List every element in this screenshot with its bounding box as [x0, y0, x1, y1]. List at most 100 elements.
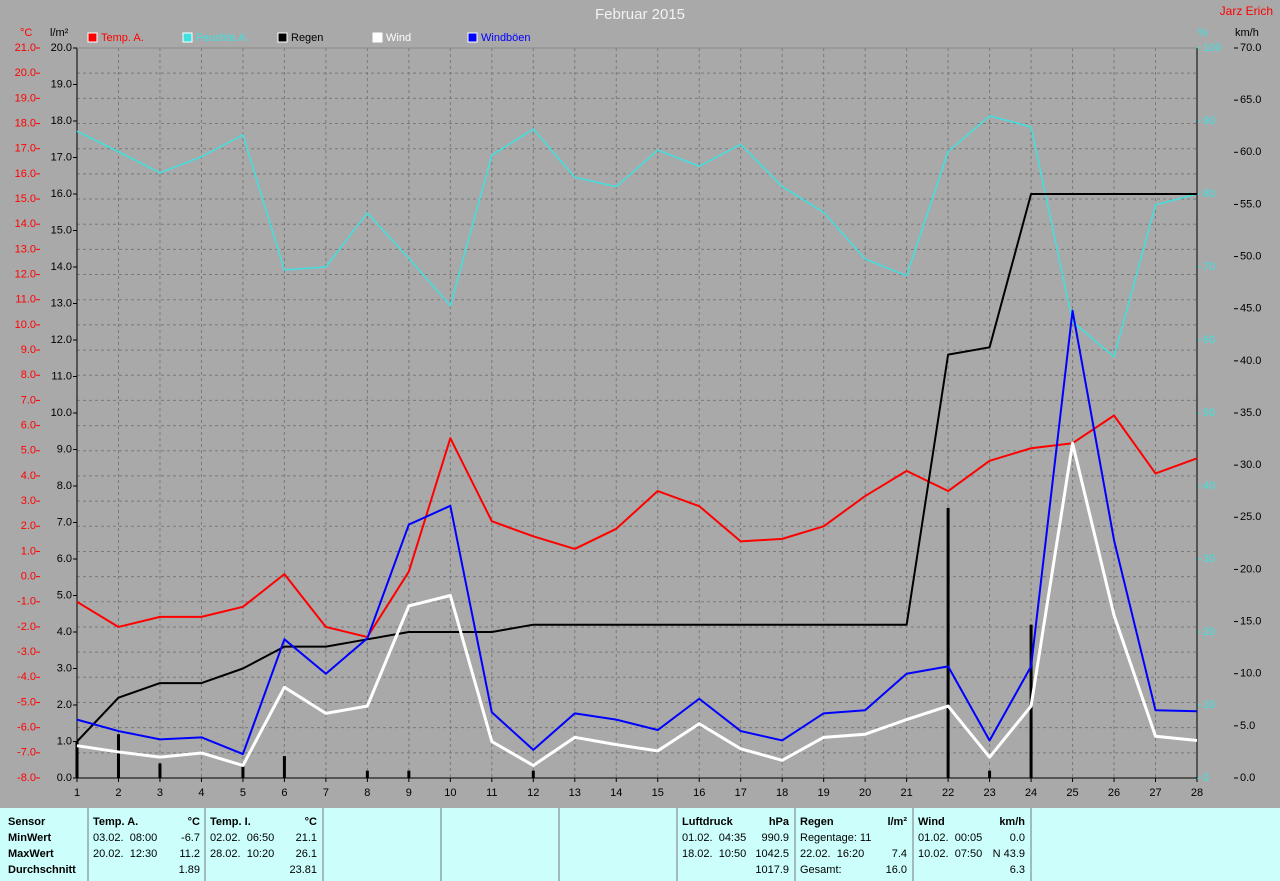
y-tick-label: 1.0 — [21, 545, 36, 557]
rain-bar — [946, 507, 950, 778]
cell-left: 20.02. 12:30 — [93, 848, 157, 860]
y-tick-label: 12.0 — [15, 268, 36, 280]
y-tick-label: 2.0 — [21, 520, 36, 532]
cell-right: 1.89 — [179, 864, 200, 876]
series-line — [76, 441, 1198, 767]
y-tick-label: 50 — [1203, 407, 1215, 419]
y-tick-label: 20.0 — [1240, 563, 1261, 575]
cell-left: 10.02. 07:50 — [918, 848, 982, 860]
y-tick-label: 19.0 — [15, 92, 36, 104]
rain-bar — [531, 770, 535, 778]
cell-left: 01.02. 04:35 — [682, 832, 746, 844]
legend-swatch — [277, 32, 288, 43]
y-tick-label: 13.0 — [51, 297, 72, 309]
y-tick-label: 5.0 — [21, 445, 36, 457]
cell-right: 7.4 — [892, 848, 907, 860]
x-tick-label: 9 — [406, 787, 412, 799]
cell-left: 01.02. 00:05 — [918, 832, 982, 844]
cell-right: 1042.5 — [755, 848, 789, 860]
y-tick-label: 21.0 — [15, 42, 36, 54]
y-tick-label: 0.0 — [57, 772, 72, 784]
y-tick-label: 10.0 — [15, 319, 36, 331]
y-tick-label: -5.0 — [17, 696, 36, 708]
x-tick-label: 2 — [115, 787, 121, 799]
column-unit: km/h — [999, 816, 1025, 828]
rain-bar — [241, 763, 245, 778]
y-tick-label: 4.0 — [57, 626, 72, 638]
y-tick-label: 15.0 — [51, 224, 72, 236]
y-tick-label: 16.0 — [51, 188, 72, 200]
y-tick-label: -7.0 — [17, 747, 36, 759]
y-tick-label: 100 — [1203, 42, 1221, 54]
row-label: MaxWert — [8, 848, 54, 860]
series-line — [76, 309, 1198, 756]
y-tick-label: 40.0 — [1240, 355, 1261, 367]
y-tick-label: 65.0 — [1240, 94, 1261, 106]
column-header: Temp. I. — [210, 816, 251, 828]
rain-bar — [988, 770, 992, 778]
y-tick-label: 20.0 — [15, 67, 36, 79]
rain-bar — [282, 756, 286, 778]
y-tick-label: 10.0 — [51, 407, 72, 419]
y-tick-label: 16.0 — [15, 168, 36, 180]
y-tick-label: 80 — [1203, 188, 1215, 200]
y-tick-label: 14.0 — [15, 218, 36, 230]
y-tick-label: 3.0 — [57, 662, 72, 674]
y-tick-label: 0.0 — [21, 571, 36, 583]
y-tick-label: 15.0 — [1240, 615, 1261, 627]
cell-right: -6.7 — [181, 832, 200, 844]
y-tick-label: 11.0 — [15, 294, 36, 306]
cell-left: 03.02. 08:00 — [93, 832, 157, 844]
y-tick-label: 25.0 — [1240, 511, 1261, 523]
y-tick-label: 45.0 — [1240, 303, 1261, 315]
x-tick-label: 23 — [983, 787, 995, 799]
author: Jarz Erich — [1220, 4, 1273, 18]
y-tick-label: 9.0 — [21, 344, 36, 356]
series-line — [76, 115, 1198, 358]
y-tick-label: 19.0 — [51, 78, 72, 90]
column-header: Temp. A. — [93, 816, 138, 828]
cell-left: 22.02. 16:20 — [800, 848, 864, 860]
y-tick-label: 5.0 — [1240, 720, 1255, 732]
x-tick-label: 3 — [157, 787, 163, 799]
cell-left: 28.02. 10:20 — [210, 848, 274, 860]
y-tick-label: -2.0 — [17, 621, 36, 633]
y-tick-label: 70.0 — [1240, 42, 1261, 54]
series-line — [76, 414, 1198, 639]
x-tick-label: 21 — [901, 787, 913, 799]
x-tick-label: 11 — [486, 787, 497, 799]
y-tick-label: 8.0 — [21, 369, 36, 381]
y-tick-label: 6.0 — [57, 553, 72, 565]
y-tick-label: 10.0 — [1240, 668, 1261, 680]
cell-right: 1017.9 — [755, 864, 789, 876]
y-tick-label: -8.0 — [17, 772, 36, 784]
x-tick-label: 19 — [818, 787, 830, 799]
y-tick-label: -4.0 — [17, 671, 36, 683]
chart-title: Februar 2015 — [595, 6, 685, 23]
y-tick-label: 11.0 — [51, 370, 72, 382]
y-tick-label: 20 — [1203, 626, 1215, 638]
cell-right: 6.3 — [1010, 864, 1025, 876]
table-background — [0, 808, 1280, 881]
y-tick-label: 0.0 — [1240, 772, 1255, 784]
legend-swatch — [372, 32, 383, 43]
y-tick-label: 4.0 — [21, 470, 36, 482]
x-tick-label: 13 — [569, 787, 581, 799]
cell-left: 18.02. 10:50 — [682, 848, 746, 860]
rain-bar — [158, 763, 162, 778]
y-tick-label: 35.0 — [1240, 407, 1261, 419]
x-tick-label: 24 — [1025, 787, 1037, 799]
y-tick-label: 8.0 — [57, 480, 72, 492]
x-tick-label: 1 — [74, 787, 80, 799]
cell-right: 16.0 — [886, 864, 907, 876]
x-tick-label: 17 — [735, 787, 747, 799]
y-tick-label: -3.0 — [17, 646, 36, 658]
y-tick-label: 1.0 — [57, 735, 72, 747]
row-label: MinWert — [8, 832, 52, 844]
y-tick-label: 30 — [1203, 553, 1215, 565]
y-tick-label: 10 — [1203, 699, 1215, 711]
y-tick-label: 2.0 — [57, 699, 72, 711]
y-tick-label: 13.0 — [15, 243, 36, 255]
x-tick-label: 4 — [198, 787, 204, 799]
